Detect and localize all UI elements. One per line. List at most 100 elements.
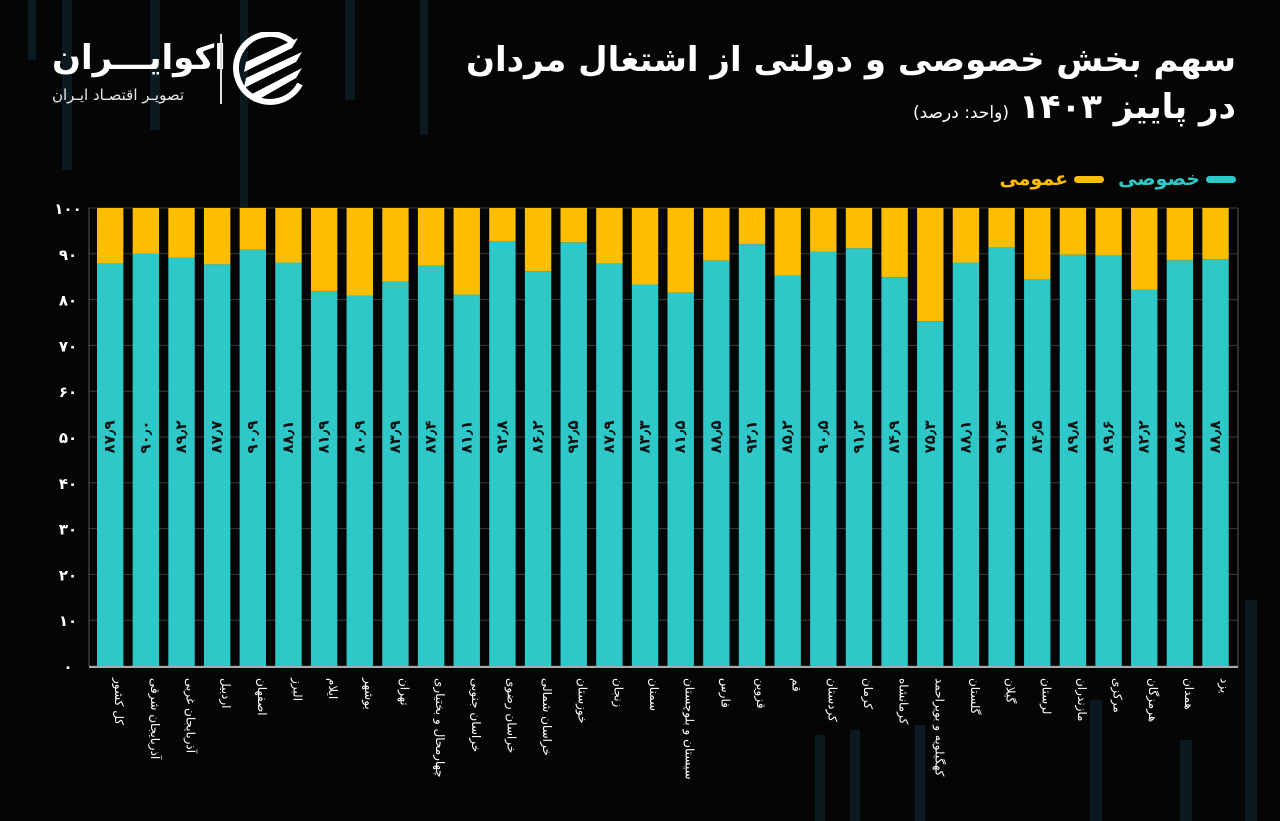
bar-value-label: ۹۲٫۵ [564,420,582,453]
bar-public [810,208,837,252]
title-line-1: سهم بخش خصوصی و دولتی از اشتغال مردان [465,40,1236,80]
legend-item-public: عمومی [999,168,1105,190]
bar-private [845,248,873,666]
x-tick-label: سمنان [647,678,661,711]
brand-name: اکوایـــران [52,38,226,78]
bar-value-label: ۸۷٫۹ [600,420,618,453]
bar-value-label: ۸۱٫۵ [671,420,689,453]
x-tick-label: مازندران [1074,678,1089,721]
bar-private [382,281,409,666]
bar-public [203,208,231,265]
bar-value-label: ۹۲٫۱ [743,420,761,453]
bar-value-label: ۸۳٫۳ [636,420,654,453]
bar-public [881,208,908,278]
bar-public [524,208,552,272]
bar-public [1166,208,1194,261]
bar-value-label: ۸۴٫۹ [885,420,903,453]
bar-value-label: ۹۱٫۲ [849,420,867,453]
bar-public [703,208,730,261]
legend: خصوصی عمومی [999,168,1236,190]
bar-public [1024,208,1051,279]
y-tick-label: ۴۰ [59,475,77,493]
bar-public [132,208,160,254]
x-tick-label: فارس [717,678,732,708]
bar-public [1202,208,1229,260]
x-tick-label: قزوین [753,678,768,709]
bar-public [417,208,445,266]
bar-public [489,208,516,241]
bar-value-label: ۸۷٫۹ [101,420,119,453]
bar-public [560,208,587,243]
bar-private [97,263,124,666]
x-tick-label: قم [790,678,804,692]
bar-public [738,208,766,245]
bar-value-label: ۸۸٫۶ [1170,420,1188,453]
bar-public [917,208,944,322]
bar-public [168,208,195,258]
bar-private [310,290,338,666]
x-tick-label: خوزستان [575,678,590,724]
bar-value-label: ۸۵٫۲ [778,420,796,453]
bar-private [560,242,587,666]
bar-private [1024,278,1051,666]
bar-private [774,275,801,666]
x-tick-label: مرکزی [1110,678,1125,713]
bar-value-label: ۸۶٫۲ [529,420,547,453]
bar-private [489,240,516,666]
bar-private [667,292,694,666]
bar-public [845,208,873,249]
x-tick-label: کهگیلویه و بویراحمد [931,678,946,777]
x-tick-label: خراسان رضوی [503,678,518,753]
x-tick-label: کردستان [824,678,839,722]
bar-private [417,265,445,666]
x-tick-label: خراسان جنوبی [468,678,483,752]
chart-title: سهم بخش خصوصی و دولتی از اشتغال مردان در… [466,38,1236,138]
bar-private [988,247,1015,666]
bar-private [1166,260,1194,666]
bar-public [97,208,124,264]
bar-private [810,251,837,666]
y-tick-label: ۳۰ [59,521,77,539]
x-tick-label: کرمان [860,678,875,710]
bar-public [346,208,373,296]
bar-public [1095,208,1122,256]
x-tick-label: آذربایجان شرقی [147,678,163,760]
y-tick-label: ۸۰ [59,292,77,310]
brand-subtitle: تصویـر اقتصـاد ایـران [52,86,185,104]
bar-private [239,249,267,667]
x-tick-label: کل کشور [111,677,126,725]
x-tick-label: همدان [1182,678,1196,710]
bar-private [1059,254,1087,666]
bar-value-label: ۸۸٫۵ [707,420,725,453]
bar-public [774,208,801,276]
x-tick-label: گیلان [1004,678,1018,704]
bar-private [1095,255,1122,666]
bar-value-label: ۸۹٫۸ [1063,420,1081,453]
x-tick-label: آذربایجان غربی [183,678,199,754]
x-tick-label: لرستان [1038,678,1053,714]
bar-value-label: ۸۲٫۲ [1135,420,1153,453]
bar-public [1131,208,1158,290]
bar-value-label: ۷۵٫۳ [921,420,939,453]
bar-private [453,294,480,666]
x-tick-label: هرمزگان [1145,678,1160,722]
bar-public [631,208,659,285]
bar-private [524,271,552,666]
logo-divider [220,34,222,104]
x-tick-label: اردبیل [218,678,233,709]
bar-private [917,321,944,666]
bar-private [631,284,659,666]
bar-value-label: ۸۷٫۷ [208,420,226,453]
legend-item-private: خصوصی [1118,168,1236,190]
bar-value-label: ۸۰٫۹ [350,420,368,453]
bar-private [275,262,302,666]
y-tick-label: ۷۰ [59,337,77,355]
x-tick-label: گلستان [968,678,982,715]
x-tick-label: کرمانشاه [896,678,911,725]
brand-logo: اکوایـــران تصویـر اقتصـاد ایـران [40,30,320,110]
bar-public [382,208,409,282]
bar-public [239,208,267,250]
title-period: در پاییز ۱۴۰۳ [1018,87,1236,127]
y-tick-label: ۰ [63,658,72,676]
